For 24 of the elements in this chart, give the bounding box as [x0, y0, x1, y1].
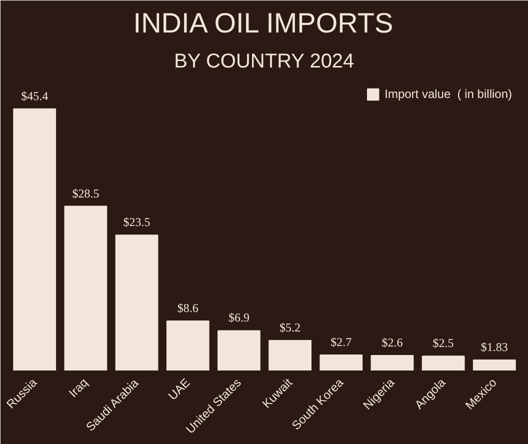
data-label: $45.4	[21, 88, 48, 103]
data-label: $2.6	[382, 336, 403, 350]
chart-title: INDIA OIL IMPORTS	[133, 8, 394, 38]
data-label: $28.5	[72, 186, 100, 200]
legend-label: Import value ( in billion)	[384, 87, 512, 101]
data-label: $1.83	[480, 340, 508, 354]
data-label: $23.5	[123, 215, 150, 230]
data-label: $2.5	[432, 336, 454, 350]
bar	[472, 359, 516, 370]
bar	[115, 234, 158, 370]
bar	[268, 340, 312, 370]
bar	[218, 330, 260, 370]
bar	[166, 320, 210, 370]
bar	[422, 356, 465, 370]
bar	[64, 206, 108, 370]
bar	[13, 108, 56, 370]
bar	[320, 354, 363, 370]
data-label: $8.6	[177, 300, 198, 315]
data-label: $2.7	[330, 334, 352, 349]
chart-subtitle: BY COUNTRY 2024	[174, 50, 354, 72]
data-label: $5.2	[280, 320, 301, 335]
x-tick-label: Iraq	[66, 376, 91, 400]
data-label: $6.9	[228, 310, 250, 325]
bar	[370, 355, 414, 370]
